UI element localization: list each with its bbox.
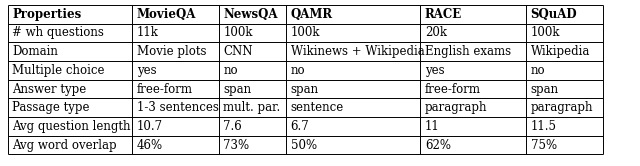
Text: no: no [531,64,545,77]
Text: 11k: 11k [137,27,159,40]
Text: # wh questions: # wh questions [12,27,104,40]
Text: SQuAD: SQuAD [531,8,577,21]
Text: no: no [291,64,305,77]
Text: 73%: 73% [223,139,250,152]
Text: 1-3 sentences: 1-3 sentences [137,101,219,114]
Text: 11.5: 11.5 [531,120,557,133]
Text: span: span [223,83,252,95]
Text: yes: yes [425,64,445,77]
Text: Avg word overlap: Avg word overlap [12,139,116,152]
Text: Movie plots: Movie plots [137,45,207,58]
Text: 11: 11 [425,120,440,133]
Text: Passage type: Passage type [12,101,90,114]
Text: Domain: Domain [12,45,58,58]
Text: Properties: Properties [12,8,81,21]
Text: free-form: free-form [137,83,193,95]
Text: 20k: 20k [425,27,447,40]
Text: free-form: free-form [425,83,481,95]
Text: 100k: 100k [291,27,320,40]
Text: paragraph: paragraph [425,101,488,114]
Text: Answer type: Answer type [12,83,86,95]
Text: Wikinews + Wikipedia: Wikinews + Wikipedia [291,45,424,58]
Text: span: span [291,83,319,95]
Text: 7.6: 7.6 [223,120,242,133]
Text: 50%: 50% [291,139,317,152]
Text: yes: yes [137,64,157,77]
Text: English exams: English exams [425,45,511,58]
Text: 46%: 46% [137,139,163,152]
Text: mult. par.: mult. par. [223,101,280,114]
Text: no: no [223,64,238,77]
Text: RACE: RACE [425,8,462,21]
Text: QAMR: QAMR [291,8,333,21]
Text: NewsQA: NewsQA [223,8,278,21]
Text: CNN: CNN [223,45,253,58]
Text: 6.7: 6.7 [291,120,309,133]
Text: MovieQA: MovieQA [137,8,196,21]
Text: Avg question length: Avg question length [12,120,131,133]
Text: paragraph: paragraph [531,101,593,114]
Text: 100k: 100k [223,27,253,40]
Text: 62%: 62% [425,139,451,152]
Text: span: span [531,83,559,95]
Text: Wikipedia: Wikipedia [531,45,590,58]
Text: 10.7: 10.7 [137,120,163,133]
Text: 100k: 100k [531,27,560,40]
Text: sentence: sentence [291,101,344,114]
Text: Multiple choice: Multiple choice [12,64,105,77]
Text: 75%: 75% [531,139,557,152]
